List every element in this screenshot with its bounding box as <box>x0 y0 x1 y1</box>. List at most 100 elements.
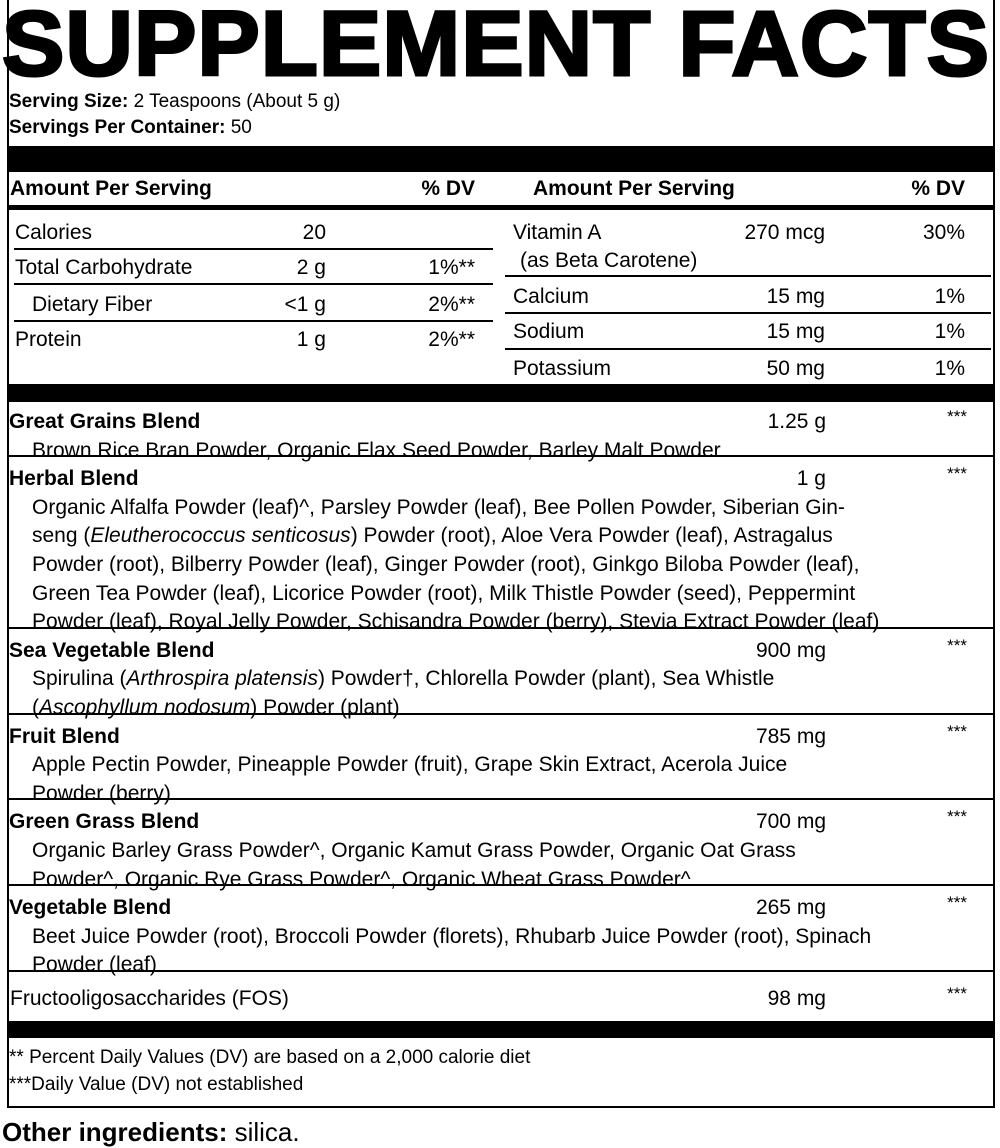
ingredient-latin-name: Arthrospira platensis <box>126 667 318 691</box>
nutrient-dv: 30% <box>922 221 965 244</box>
fos-name: Fructooligosaccharides (FOS) <box>10 987 289 1010</box>
nutrient-amount: 50 mg <box>766 357 825 380</box>
other-ingredients-value: silica. <box>234 1117 300 1147</box>
nutrient-name: Potassium <box>513 357 612 380</box>
footnote-not-established: ***Daily Value (DV) not established <box>9 1074 304 1095</box>
ingredient-text: ) Powder (plant) <box>250 696 400 719</box>
header-left-amount: Amount Per Serving <box>10 177 212 200</box>
blend-ingredients-line: Apple Pectin Powder, Pineapple Powder (f… <box>32 754 787 775</box>
header-right-dv: % DV <box>911 177 965 200</box>
nutrient-dv: 1%** <box>428 256 475 279</box>
ingredient-text: seng ( <box>32 524 91 548</box>
blend-ingredients-line: Organic Barley Grass Powder^, Organic Ka… <box>32 840 796 861</box>
blend-amount: 700 mg <box>755 810 826 834</box>
nutrient-amount: 20 <box>302 221 326 244</box>
nutrient-dv: 1% <box>934 357 965 380</box>
blend-name: Fruit Blend <box>9 724 120 748</box>
blend-ingredients-line: (Ascophyllum nodosum) Powder (plant) <box>32 697 400 718</box>
fos-amount: 98 mg <box>767 987 826 1010</box>
ingredient-text: ( <box>32 696 39 719</box>
servings-per-container: Servings Per Container: 50 <box>9 118 252 137</box>
footnote-dv: ** Percent Daily Values (DV) are based o… <box>9 1047 531 1068</box>
nutrient-dv: 1% <box>934 285 965 308</box>
nutrient-dv: 2%** <box>428 328 475 351</box>
blend-ingredients-line: Powder (root), Bilberry Powder (leaf), G… <box>32 554 860 575</box>
ingredient-text: Apple Pectin Powder, Pineapple Powder (f… <box>32 753 788 777</box>
header-right-amount: Amount Per Serving <box>533 177 735 200</box>
divider-thick <box>7 205 993 210</box>
serving-size: Serving Size: 2 Teaspoons (About 5 g) <box>9 92 340 111</box>
blend-ingredients-line: Powder^, Organic Rye Grass Powder^, Orga… <box>32 869 691 890</box>
blend-dv: *** <box>947 807 967 827</box>
row-divider <box>505 312 991 314</box>
blend-ingredients-line: Brown Rice Bran Powder, Organic Flax See… <box>32 440 721 461</box>
ingredient-text: Powder (leaf) <box>32 953 157 977</box>
blend-ingredients-line: seng (Eleutherococcus senticosus) Powder… <box>32 525 833 546</box>
divider-bar <box>7 1021 993 1038</box>
blend-divider <box>7 712 993 715</box>
nutrient-name: Calcium <box>513 285 589 308</box>
ingredient-text: ) Powder (root), Aloe Vera Powder (leaf)… <box>350 524 833 548</box>
row-divider <box>14 283 493 285</box>
nutrient-dv: 1% <box>934 320 965 343</box>
other-ingredients-label: Other ingredients: <box>2 1117 228 1147</box>
ingredient-text: Powder (berry) <box>32 781 171 805</box>
ingredient-text: Beet Juice Powder (root), Broccoli Powde… <box>32 924 872 948</box>
nutrient-name: Dietary Fiber <box>32 293 153 316</box>
nutrient-amount: 270 mcg <box>744 221 825 244</box>
blend-divider <box>7 455 993 458</box>
blend-ingredients-line: Spirulina (Arthrospira platensis) Powder… <box>32 668 774 689</box>
divider-bar <box>7 146 993 172</box>
blend-ingredients-line: Beet Juice Powder (root), Broccoli Powde… <box>32 926 871 947</box>
blend-dv: *** <box>947 721 967 741</box>
row-divider <box>14 248 493 250</box>
ingredient-text: Spirulina ( <box>32 667 127 691</box>
nutrient-name: Calories <box>15 221 93 244</box>
nutrient-amount: 15 mg <box>766 320 825 343</box>
supplement-facts-panel <box>7 0 995 1108</box>
nutrient-dv: 2%** <box>428 293 475 316</box>
divider-bar <box>7 384 993 402</box>
nutrient-amount: 2 g <box>296 256 326 279</box>
blend-name: Vegetable Blend <box>9 896 172 920</box>
serving-size-label: Serving Size: <box>9 91 129 112</box>
blend-dv: *** <box>947 635 967 655</box>
fos-dv: *** <box>947 984 967 1003</box>
nutrient-amount: 1 g <box>296 328 326 351</box>
nutrient-name: Vitamin A <box>513 221 602 244</box>
blend-name: Great Grains Blend <box>9 410 201 433</box>
nutrient-name: Total Carbohydrate <box>15 256 193 279</box>
blend-name: Sea Vegetable Blend <box>9 638 215 662</box>
row-divider <box>14 320 493 322</box>
serving-size-value: 2 Teaspoons (About 5 g) <box>133 91 341 112</box>
nutrient-name: Protein <box>15 328 82 351</box>
blend-amount: 900 mg <box>755 638 826 662</box>
blend-divider <box>7 970 993 972</box>
ingredient-text: Powder^, Organic Rye Grass Powder^, Orga… <box>32 867 691 891</box>
blend-amount: 1 g <box>796 467 826 491</box>
blend-divider <box>7 798 993 801</box>
blend-dv: *** <box>947 893 967 913</box>
ingredient-text: Organic Alfalfa Powder (leaf)^, Parsley … <box>32 495 845 519</box>
blend-ingredients-line: Powder (berry) <box>32 783 171 804</box>
panel-title: SUPPLEMENT FACTS <box>0 0 990 97</box>
ingredient-latin-name: Eleutherococcus senticosus <box>90 524 351 548</box>
blend-ingredients-line: Powder (leaf) <box>32 954 157 975</box>
ingredient-latin-name: Ascophyllum nodosum <box>39 696 251 719</box>
other-ingredients: Other ingredients: silica. <box>2 1119 300 1145</box>
row-divider <box>505 275 991 277</box>
blend-ingredients-line: Organic Alfalfa Powder (leaf)^, Parsley … <box>32 497 845 518</box>
blend-amount: 1.25 g <box>767 410 826 433</box>
ingredient-text: Powder (root), Bilberry Powder (leaf), G… <box>32 553 860 576</box>
blend-ingredients-line: Powder (leaf), Royal Jelly Powder, Schis… <box>32 611 879 632</box>
servings-per-container-value: 50 <box>230 117 252 138</box>
blend-amount: 785 mg <box>755 724 826 748</box>
ingredient-text: ) Powder†, Chlorella Powder (plant), Sea… <box>317 667 775 691</box>
ingredient-text: Powder (leaf), Royal Jelly Powder, Schis… <box>32 610 880 634</box>
servings-per-container-label: Servings Per Container: <box>9 117 226 138</box>
nutrient-name: Sodium <box>513 320 585 343</box>
blend-divider <box>7 884 993 887</box>
ingredient-text: Organic Barley Grass Powder^, Organic Ka… <box>32 839 796 862</box>
ingredient-text: Green Tea Powder (leaf), Licorice Powder… <box>32 581 856 605</box>
row-divider <box>505 348 991 350</box>
